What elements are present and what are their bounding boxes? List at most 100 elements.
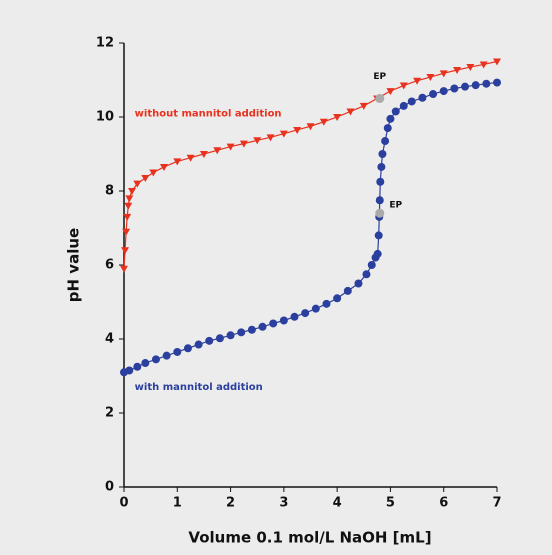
data-point: [479, 61, 488, 69]
data-point: [466, 64, 475, 72]
x-tick-label: 6: [439, 496, 448, 511]
ep-label: EP: [389, 201, 402, 211]
data-point: [471, 81, 480, 90]
data-point: [237, 328, 246, 337]
data-point: [162, 351, 171, 360]
data-point: [359, 102, 368, 110]
data-point: [124, 202, 133, 210]
x-tick-label: 1: [173, 496, 182, 511]
data-point: [253, 137, 262, 145]
data-point: [453, 67, 462, 75]
data-point: [266, 134, 275, 142]
data-point: [378, 150, 387, 158]
data-point: [226, 143, 235, 151]
data-point: [125, 195, 134, 203]
data-point: [413, 77, 422, 85]
data-point: [399, 101, 408, 110]
data-point: [133, 180, 142, 188]
data-point: [311, 304, 320, 313]
data-point: [439, 87, 448, 96]
x-axis-label: Volume 0.1 mol/L NaOH [mL]: [188, 529, 431, 547]
data-point: [333, 114, 342, 121]
data-point: [426, 74, 435, 82]
data-point: [354, 279, 363, 288]
x-tick-label: 2: [226, 496, 235, 511]
data-point: [239, 140, 248, 148]
data-point: [407, 97, 416, 106]
y-axis-label: pH value: [65, 228, 83, 302]
data-point: [450, 84, 459, 93]
data-point: [391, 107, 400, 116]
data-point: [482, 79, 491, 88]
y-tick-label: 4: [105, 332, 114, 347]
data-point: [123, 213, 132, 221]
y-tick-label: 0: [105, 480, 114, 495]
y-tick-label: 10: [96, 110, 114, 125]
data-point: [279, 316, 288, 325]
data-point: [120, 265, 128, 273]
data-point: [362, 270, 371, 279]
data-point: [293, 126, 302, 134]
data-point: [373, 249, 382, 258]
y-tick-label: 8: [105, 184, 114, 199]
data-point: [151, 355, 160, 364]
data-point: [247, 325, 256, 334]
data-point: [141, 175, 150, 183]
data-point: [381, 137, 390, 146]
data-point: [159, 163, 168, 171]
data-point: [377, 162, 386, 171]
data-point: [343, 286, 352, 295]
data-point: [319, 118, 328, 126]
x-tick-label: 3: [279, 496, 288, 511]
y-tick-label: 6: [105, 258, 114, 273]
series-label: with mannitol addition: [135, 382, 263, 393]
data-point: [121, 247, 130, 255]
data-point: [439, 70, 448, 78]
data-point: [279, 130, 288, 138]
data-point: [194, 340, 203, 349]
x-tick-label: 4: [333, 496, 342, 511]
data-point: [375, 196, 384, 205]
data-point: [383, 124, 392, 133]
data-point: [322, 299, 331, 308]
data-point: [346, 108, 355, 116]
data-point: [215, 334, 224, 343]
data-point: [461, 82, 470, 91]
data-point: [199, 151, 208, 158]
data-point: [183, 344, 192, 353]
x-tick-label: 0: [119, 496, 128, 511]
y-tick-label: 2: [105, 406, 114, 421]
ep-marker: [375, 208, 385, 218]
ep-label: EP: [373, 72, 386, 82]
data-point: [367, 261, 376, 269]
data-point: [258, 322, 267, 331]
data-point: [493, 78, 501, 87]
data-point: [127, 188, 136, 195]
ep-marker: [375, 94, 385, 103]
data-point: [133, 362, 142, 371]
data-point: [173, 347, 182, 356]
data-point: [186, 154, 195, 162]
data-point: [269, 319, 278, 328]
data-point: [213, 147, 222, 155]
data-point: [122, 228, 131, 236]
data-point: [418, 93, 427, 102]
data-point: [306, 123, 315, 131]
data-point: [125, 366, 134, 375]
data-point: [141, 359, 150, 368]
data-point: [301, 309, 310, 318]
data-point: [386, 114, 395, 123]
data-point: [226, 331, 235, 340]
data-point: [149, 169, 158, 177]
data-point: [399, 82, 408, 90]
data-point: [386, 88, 395, 96]
data-point: [376, 177, 385, 186]
series-label: without mannitol addition: [135, 108, 282, 119]
x-tick-label: 7: [492, 496, 501, 511]
y-tick-label: 12: [96, 36, 114, 51]
data-point: [205, 336, 214, 345]
data-point: [429, 90, 438, 99]
data-point: [290, 312, 299, 321]
data-point: [374, 231, 383, 240]
